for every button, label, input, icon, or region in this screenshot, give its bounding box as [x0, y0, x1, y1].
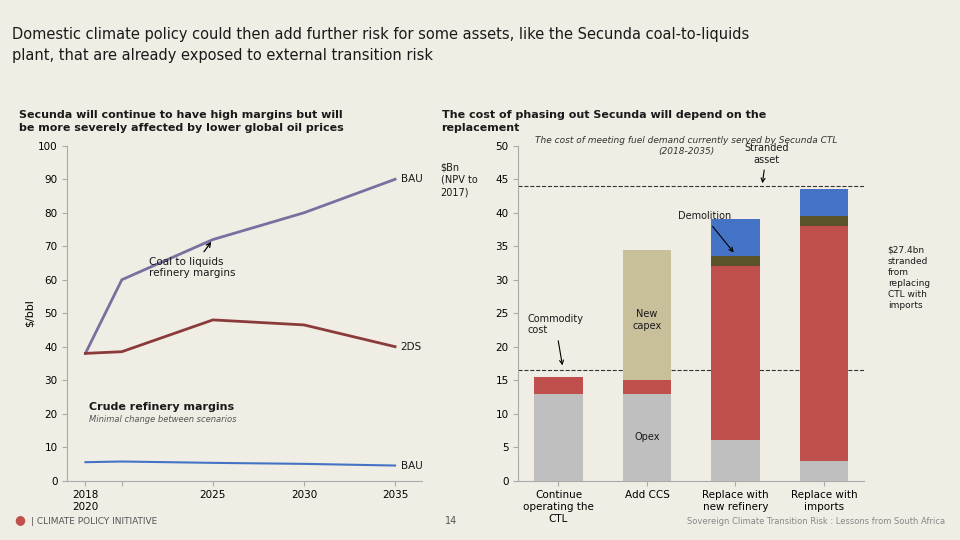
Bar: [711, 441, 759, 481]
Text: Sovereign Climate Transition Risk : Lessons from South Africa: Sovereign Climate Transition Risk : Less…: [687, 517, 946, 526]
Text: Coal to liquids
refinery margins: Coal to liquids refinery margins: [149, 243, 235, 279]
Bar: [623, 249, 671, 380]
Bar: [623, 380, 671, 394]
Text: Domestic climate policy could then add further risk for some assets, like the Se: Domestic climate policy could then add f…: [12, 28, 749, 63]
Text: 14: 14: [445, 516, 457, 526]
Bar: [534, 377, 583, 394]
Bar: [534, 394, 583, 481]
Text: Commodity
cost: Commodity cost: [527, 314, 584, 364]
Text: The cost of meeting fuel demand currently served by Secunda CTL
(2018-2035): The cost of meeting fuel demand currentl…: [536, 136, 837, 156]
Text: BAU: BAU: [400, 174, 422, 184]
Bar: [711, 266, 759, 441]
Text: Secunda will continue to have high margins but will
be more severely affected by: Secunda will continue to have high margi…: [19, 110, 344, 133]
Bar: [800, 216, 849, 226]
Text: Crude refinery margins: Crude refinery margins: [89, 402, 234, 413]
Y-axis label: $/bbl: $/bbl: [25, 299, 36, 327]
Bar: [800, 226, 849, 461]
Text: Opex: Opex: [635, 432, 660, 442]
Text: Minimal change between scenarios: Minimal change between scenarios: [89, 415, 236, 424]
Text: 2DS: 2DS: [400, 342, 421, 352]
Bar: [623, 394, 671, 481]
Text: Demolition: Demolition: [678, 212, 732, 252]
Bar: [711, 219, 759, 256]
Bar: [800, 461, 849, 481]
Text: $27.4bn
stranded
from
replacing
CTL with
imports: $27.4bn stranded from replacing CTL with…: [888, 246, 930, 310]
Text: The cost of phasing out Secunda will depend on the
replacement: The cost of phasing out Secunda will dep…: [442, 110, 766, 133]
Text: Stranded
asset: Stranded asset: [744, 143, 789, 182]
Bar: [711, 256, 759, 266]
Text: ●: ●: [14, 514, 25, 526]
Text: | CLIMATE POLICY INITIATIVE: | CLIMATE POLICY INITIATIVE: [31, 517, 157, 526]
Text: $Bn
(NPV to
2017): $Bn (NPV to 2017): [441, 163, 477, 197]
Text: BAU: BAU: [400, 461, 422, 470]
Bar: [800, 190, 849, 216]
Text: New
capex: New capex: [633, 309, 661, 330]
